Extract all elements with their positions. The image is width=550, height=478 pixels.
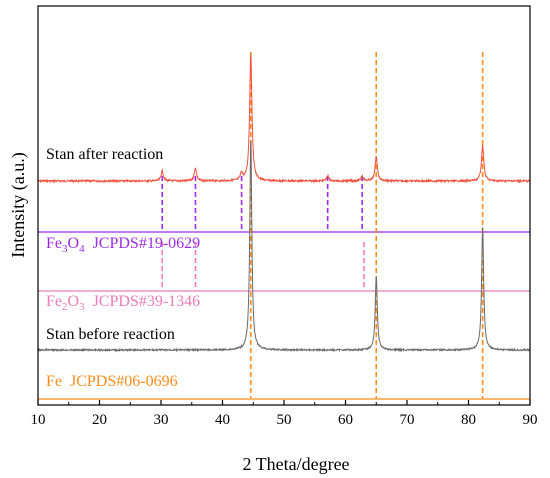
pattern-line-before — [37, 140, 531, 353]
reference-label-part-fe2o3-4: JCPDS#39-1346 — [85, 293, 201, 310]
x-tick-label-4: 50 — [277, 412, 292, 428]
x-tick-label-8: 90 — [523, 412, 538, 428]
reference-label-part-fe2o3-1: 2 — [62, 301, 68, 313]
x-tick-label-5: 60 — [338, 412, 353, 428]
pattern-lines — [37, 54, 531, 353]
reference-label-part-fe-4: JCPDS#06-0696 — [62, 373, 178, 390]
reference-label-part-fe3o4-1: 3 — [62, 243, 68, 255]
reference-label-fe: Fe JCPDS#06-0696 — [46, 373, 178, 390]
x-axis-label: 2 Theta/degree — [242, 454, 349, 474]
reference-label-fe3o4: Fe3O4 JCPDS#19-0629 — [46, 235, 200, 255]
reference-label-part-fe2o3-3: 3 — [79, 301, 85, 313]
reference-label-part-fe2o3-0: Fe — [46, 293, 62, 310]
x-tick-label-7: 80 — [461, 412, 476, 428]
reference-label-part-fe2o3-2: O — [68, 293, 80, 310]
reference-label-part-fe3o4-4: JCPDS#19-0629 — [85, 235, 201, 252]
reference-label-part-fe3o4-2: O — [68, 235, 80, 252]
x-tick-label-2: 30 — [154, 412, 169, 428]
labels: 2 Theta/degree Intensity (a.u.) Stan after… — [8, 146, 350, 474]
reference-label-part-fe-0: Fe — [46, 373, 62, 390]
series-label-before: Stan before reaction — [46, 326, 175, 343]
plot-frame — [37, 5, 531, 406]
pattern-line-after — [37, 54, 531, 184]
axes: 10 20 30 40 50 60 70 80 90 — [31, 5, 538, 428]
x-tick-label-1: 20 — [92, 412, 107, 428]
x-tick-label-0: 10 — [31, 412, 46, 428]
reference-label-fe2o3: Fe2O3 JCPDS#39-1346 — [46, 293, 200, 313]
x-tick-label-3: 40 — [215, 412, 230, 428]
x-tick-label-6: 70 — [400, 412, 415, 428]
reference-lines — [38, 52, 530, 400]
y-axis-label: Intensity (a.u.) — [8, 152, 29, 257]
reference-label-part-fe3o4-3: 4 — [79, 243, 85, 255]
reference-label-part-fe3o4-0: Fe — [46, 235, 62, 252]
series-label-after: Stan after reaction — [46, 146, 163, 163]
